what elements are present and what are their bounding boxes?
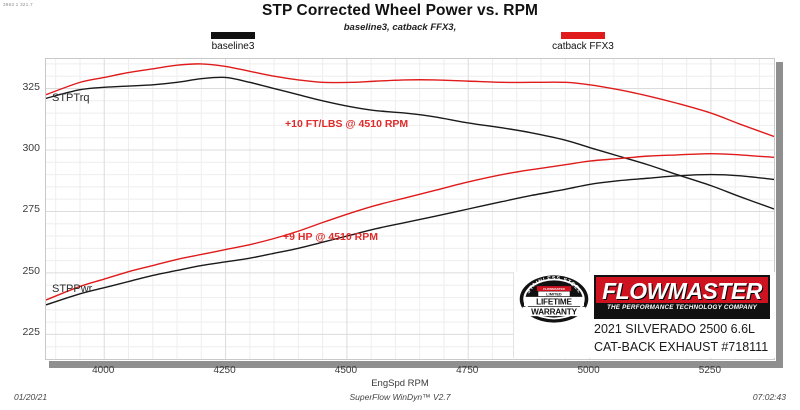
- legend-swatch-catback: [561, 32, 605, 39]
- flowmaster-wordmark: FLOWMASTER: [602, 278, 762, 304]
- grid-major: [46, 59, 774, 359]
- x-axis-title: EngSpd RPM: [371, 378, 429, 389]
- curve-stppwr-baseline3: [46, 173, 774, 306]
- legend-label-baseline: baseline3: [211, 41, 255, 52]
- curve-stptrq-baseline3: [46, 76, 774, 210]
- flowmaster-logo: FLOWMASTER THE PERFORMANCE TECHNOLOGY CO…: [594, 275, 770, 319]
- chart-subtitle: baseline3, catback FFX3,: [343, 22, 457, 33]
- x-tick-4000: 4000: [92, 365, 115, 376]
- legend-item-catback[interactable]: catback FFX3: [523, 32, 643, 52]
- x-tick-5000: 5000: [577, 365, 600, 376]
- corner-code: 3963 1 321.7: [3, 2, 33, 7]
- series-tag-stptrq: STPTrq: [52, 92, 90, 104]
- footer-date: 01/20/21: [14, 392, 48, 402]
- plot-shadow-bottom: [49, 361, 783, 368]
- y-tick-300: 300: [22, 141, 40, 154]
- curve-group: [46, 63, 774, 306]
- y-tick-325: 325: [22, 80, 40, 93]
- annotation-power-gain: +9 HP @ 4510 RPM: [283, 231, 378, 243]
- part-number-line: CAT-BACK EXHAUST #718111: [594, 340, 769, 354]
- warranty-badge-svg: STAINLESS STEEL FLOWMASTER LIMITED LIFET…: [519, 275, 589, 323]
- x-tick-4500: 4500: [334, 365, 358, 376]
- y-tick-225: 225: [22, 326, 40, 339]
- legend-item-baseline[interactable]: baseline3: [173, 32, 293, 52]
- y-tick-250: 250: [22, 264, 40, 277]
- lifetime-warranty-badge: STAINLESS STEEL FLOWMASTER LIMITED LIFET…: [518, 274, 590, 324]
- legend-swatch-baseline: [211, 32, 255, 39]
- footer-software: SuperFlow WinDyn™ V2.7: [349, 392, 451, 402]
- x-tick-4250: 4250: [213, 365, 236, 376]
- plot-shadow-right: [776, 62, 783, 364]
- flowmaster-tagline-bar: THE PERFORMANCE TECHNOLOGY COMPANY: [596, 303, 768, 317]
- badge-sub-text: FLOWMASTER: [543, 287, 565, 291]
- chart-legend: baseline3 catback FFX3: [0, 32, 800, 58]
- page-title: STP Corrected Wheel Power vs. RPM: [261, 2, 539, 19]
- series-tag-stppwr: STPPwr: [52, 283, 93, 295]
- x-tick-4750: 4750: [456, 365, 479, 376]
- flowmaster-tagline: THE PERFORMANCE TECHNOLOGY COMPANY: [606, 304, 757, 311]
- legend-label-catback: catback FFX3: [552, 41, 614, 52]
- badge-lifetime-text: LIFETIME: [536, 297, 572, 306]
- brand-callout: STAINLESS STEEL FLOWMASTER LIMITED LIFET…: [513, 272, 775, 358]
- x-tick-5250: 5250: [698, 365, 722, 376]
- footer-time: 07:02:43: [752, 392, 786, 402]
- badge-limited-text: LIMITED: [546, 292, 562, 296]
- curve-stppwr-catback-ffx3: [46, 152, 774, 301]
- y-tick-275: 275: [22, 203, 40, 216]
- badge-warranty-text: WARRANTY: [531, 307, 577, 316]
- annotation-torque-gain: +10 FT/LBS @ 4510 RPM: [285, 118, 409, 130]
- vehicle-line: 2021 SILVERADO 2500 6.6L: [594, 322, 755, 336]
- curve-stptrq-catback-ffx3: [46, 63, 774, 138]
